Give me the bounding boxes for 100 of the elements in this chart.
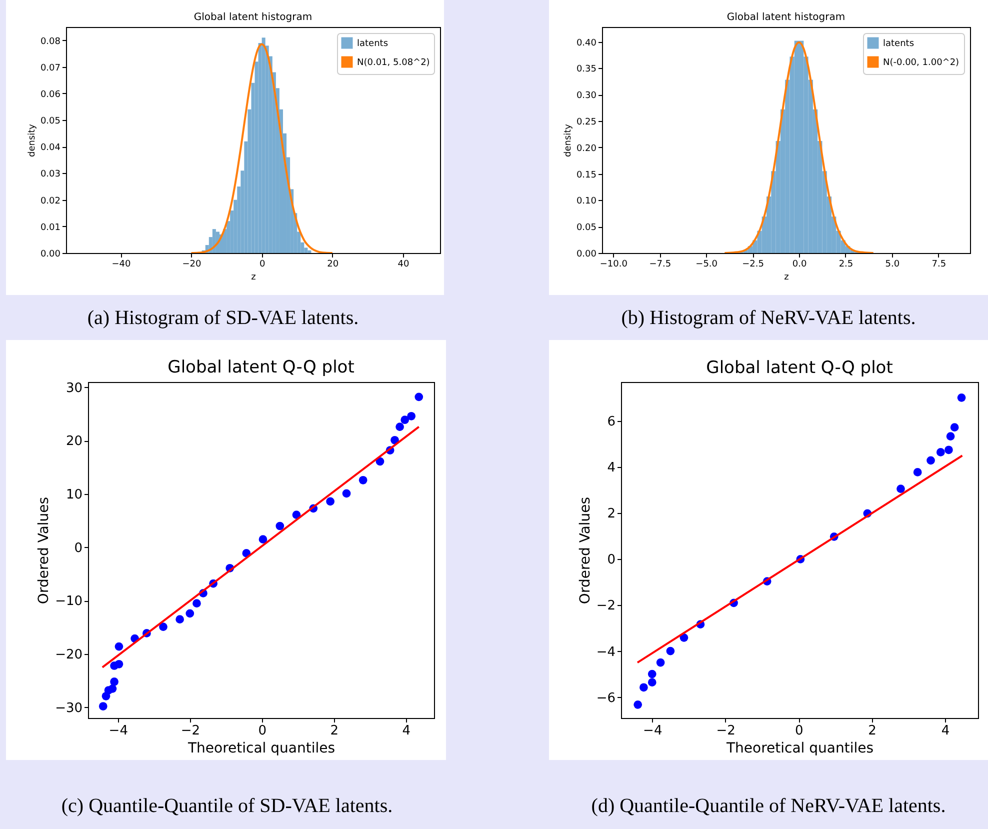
x-tick-label: 4 bbox=[941, 724, 950, 738]
x-axis-title: z bbox=[251, 272, 256, 282]
point bbox=[640, 683, 648, 692]
y-tick-label: 10 bbox=[66, 488, 82, 502]
y-tick-label: 0.07 bbox=[40, 63, 60, 74]
point bbox=[400, 416, 410, 424]
y-tick-label: 0.35 bbox=[576, 64, 596, 75]
y-axis-title: Ordered Values bbox=[36, 496, 52, 604]
point bbox=[950, 423, 959, 432]
chart-title: Global latent Q-Q plot bbox=[168, 357, 355, 378]
text: (d) Quantile-Quantile of NeRV-VAE latents. bbox=[590, 795, 947, 818]
y-tick-label: −4 bbox=[596, 644, 616, 660]
point bbox=[159, 622, 168, 631]
x-tick-label: −10.0 bbox=[600, 260, 628, 270]
chart-title: Global latent histogram bbox=[726, 12, 846, 23]
y-tick-label: −6 bbox=[596, 690, 616, 706]
y-tick-label: −30 bbox=[55, 700, 82, 716]
point bbox=[396, 422, 404, 431]
point bbox=[656, 658, 665, 667]
point bbox=[276, 522, 284, 530]
text: (b) Histogram of NeRV-VAE latents. bbox=[620, 307, 917, 330]
point bbox=[944, 446, 953, 454]
legend-label: N(0.01, 5.08^2) bbox=[357, 58, 430, 68]
point bbox=[634, 700, 642, 709]
point bbox=[342, 489, 351, 498]
y-tick-label: 0.01 bbox=[40, 222, 60, 233]
y-tick-label: 0.00 bbox=[576, 250, 597, 260]
text: (c) Quantile-Quantile of SD-VAE latents. bbox=[60, 795, 394, 818]
y-tick-label: 0.40 bbox=[576, 38, 597, 48]
x-tick-label: −5.0 bbox=[696, 260, 718, 270]
x-tick-label: −40 bbox=[112, 260, 131, 270]
y-axis-title: density bbox=[563, 123, 574, 157]
point bbox=[648, 678, 656, 687]
x-tick-label: 0 bbox=[259, 260, 266, 270]
x-axis-title: Theoretical quantiles bbox=[186, 740, 336, 756]
y-tick-label: −10 bbox=[55, 594, 82, 610]
x-tick-label: −7.5 bbox=[649, 260, 672, 270]
point bbox=[666, 646, 675, 656]
x-tick-label: 0 bbox=[794, 724, 804, 738]
point bbox=[108, 684, 117, 693]
point bbox=[407, 412, 416, 420]
x-tick-label: 4 bbox=[402, 724, 411, 738]
y-tick-label: 6 bbox=[607, 414, 616, 430]
x-tick-label: 2 bbox=[868, 724, 876, 738]
point bbox=[376, 457, 384, 466]
y-tick-label: 0.00 bbox=[40, 250, 61, 260]
legend-label: latents bbox=[883, 39, 914, 49]
chart-title: Global latent histogram bbox=[194, 12, 312, 23]
point bbox=[936, 448, 945, 456]
point bbox=[648, 670, 656, 678]
x-tick-label: 2 bbox=[330, 724, 339, 738]
x-tick-label: 0 bbox=[258, 724, 267, 738]
legend-label: N(-0.00, 1.00^2) bbox=[883, 58, 960, 68]
y-axis-title: density bbox=[27, 123, 38, 157]
point bbox=[258, 535, 268, 544]
x-tick-label: 5.0 bbox=[885, 260, 900, 270]
legend-label: latents bbox=[357, 39, 388, 49]
point bbox=[110, 678, 118, 686]
y-tick-label: 0.08 bbox=[40, 36, 61, 47]
point bbox=[896, 484, 905, 493]
point bbox=[414, 392, 424, 402]
y-tick-label: 0.15 bbox=[576, 170, 596, 180]
y-tick-label: 0.06 bbox=[40, 90, 61, 100]
y-tick-label: 0 bbox=[74, 540, 82, 556]
y-axis-title: Ordered Values bbox=[577, 496, 594, 604]
point bbox=[957, 393, 966, 402]
y-tick-label: 0.04 bbox=[40, 143, 61, 154]
x-tick-label: 40 bbox=[398, 260, 410, 270]
y-tick-label: 20 bbox=[66, 434, 82, 450]
x-tick-label: −2.5 bbox=[742, 260, 764, 270]
y-tick-label: 0.25 bbox=[576, 117, 596, 128]
point bbox=[192, 599, 201, 608]
y-tick-label: 4 bbox=[607, 460, 616, 476]
line-series bbox=[724, 41, 874, 253]
x-tick-label: −4 bbox=[643, 724, 662, 738]
y-tick-label: 2 bbox=[607, 506, 616, 522]
y-tick-label: 0.30 bbox=[576, 91, 597, 102]
y-tick-label: −20 bbox=[55, 648, 82, 662]
point bbox=[114, 660, 124, 668]
x-tick-label: −20 bbox=[182, 260, 202, 270]
point bbox=[114, 642, 124, 651]
y-tick-label: 30 bbox=[66, 380, 82, 396]
x-tick-label: −4 bbox=[108, 724, 128, 738]
y-tick-label: 0.02 bbox=[40, 196, 60, 206]
y-tick-label: −2 bbox=[596, 598, 616, 614]
y-tick-label: 0.20 bbox=[576, 144, 597, 154]
x-tick-label: 7.5 bbox=[932, 260, 946, 270]
x-tick-label: 20 bbox=[327, 260, 339, 270]
point bbox=[176, 615, 184, 624]
y-tick-label: 0.10 bbox=[576, 196, 597, 207]
point bbox=[946, 432, 955, 440]
chart-title: Global latent Q-Q plot bbox=[706, 358, 894, 378]
point bbox=[186, 609, 194, 618]
point bbox=[98, 702, 108, 710]
y-tick-label: 0.05 bbox=[576, 223, 596, 234]
x-tick-label: −2 bbox=[180, 724, 200, 738]
text: (a) Histogram of SD-VAE latents. bbox=[86, 307, 360, 330]
point bbox=[680, 634, 688, 642]
x-tick-label: 2.5 bbox=[838, 260, 854, 270]
line-series bbox=[190, 43, 334, 253]
